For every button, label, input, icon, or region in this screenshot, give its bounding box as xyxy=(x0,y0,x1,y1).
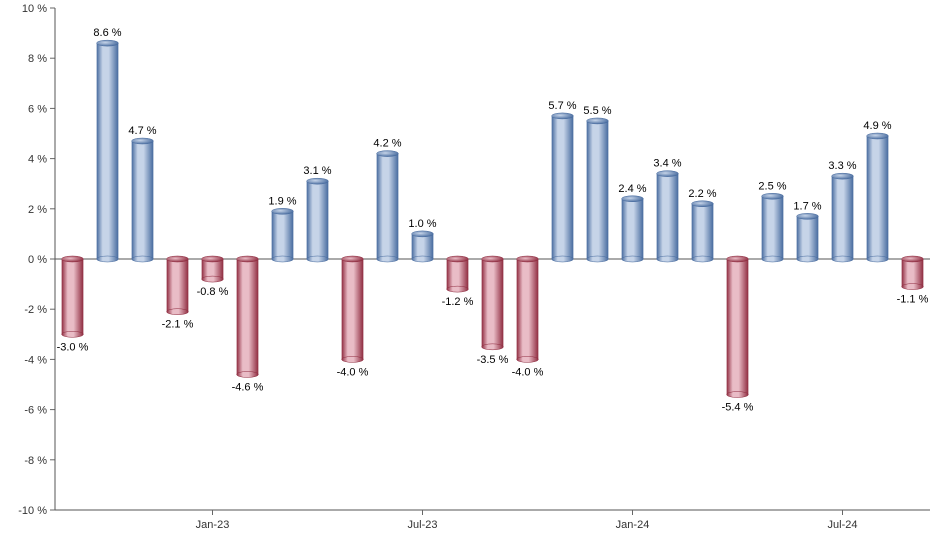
bar-value-label: -3.5 % xyxy=(477,354,509,366)
x-tick-label: Jan-24 xyxy=(616,519,650,531)
bar-value-label: -5.4 % xyxy=(722,402,754,414)
bar xyxy=(307,178,329,262)
y-tick-label: 8 % xyxy=(28,53,47,65)
bar xyxy=(867,133,889,262)
x-tick-label: Jul-23 xyxy=(408,519,438,531)
bar-value-label: 2.2 % xyxy=(688,188,716,200)
bar-value-label: 5.7 % xyxy=(548,100,576,112)
bar xyxy=(902,256,924,290)
bar-value-label: -0.8 % xyxy=(197,286,229,298)
y-tick-label: -10 % xyxy=(18,505,47,517)
bar xyxy=(237,256,259,377)
y-tick-label: 2 % xyxy=(28,204,47,216)
bar-value-label: 4.9 % xyxy=(863,120,891,132)
bar-value-label: 4.7 % xyxy=(128,125,156,137)
bar xyxy=(447,256,469,292)
y-tick-label: 4 % xyxy=(28,154,47,166)
y-tick-label: 0 % xyxy=(28,254,47,266)
bar xyxy=(552,113,574,262)
y-tick-label: -8 % xyxy=(24,455,47,467)
bar xyxy=(62,256,84,337)
bar xyxy=(202,256,224,282)
bar-value-label: 3.4 % xyxy=(653,158,681,170)
bar-value-label: -1.2 % xyxy=(442,296,474,308)
bar xyxy=(97,40,119,262)
bar-value-label: 3.1 % xyxy=(303,165,331,177)
bar-value-label: 3.3 % xyxy=(828,160,856,172)
bar xyxy=(727,256,749,398)
bar xyxy=(517,256,539,362)
bar-value-label: 1.7 % xyxy=(793,200,821,212)
bar xyxy=(692,201,714,262)
bar-value-label: 2.5 % xyxy=(758,180,786,192)
y-tick-label: -2 % xyxy=(24,304,47,316)
bar-value-label: -4.6 % xyxy=(232,381,264,393)
bar-value-label: -4.0 % xyxy=(337,366,369,378)
bar-value-label: -1.1 % xyxy=(897,294,929,306)
bar-value-label: -4.0 % xyxy=(512,366,544,378)
bar xyxy=(377,151,399,262)
bar-value-label: 2.4 % xyxy=(618,183,646,195)
bar xyxy=(132,138,154,262)
bar xyxy=(657,171,679,262)
bar xyxy=(587,118,609,262)
y-tick-label: -6 % xyxy=(24,405,47,417)
bar xyxy=(412,231,434,262)
bar-value-label: -3.0 % xyxy=(57,341,89,353)
bar-chart: -10 % -8 % -6 % -4 % -2 % 0 % 2 % 4 % 6 % 8 % 10 %… xyxy=(0,0,940,550)
y-tick-label: 10 % xyxy=(22,3,47,15)
bar-value-label: 1.9 % xyxy=(268,195,296,207)
bar xyxy=(482,256,504,350)
bar-value-label: 8.6 % xyxy=(93,27,121,39)
bar xyxy=(832,173,854,262)
bar-value-label: 5.5 % xyxy=(583,105,611,117)
x-tick-label: Jan-23 xyxy=(196,519,230,531)
bar xyxy=(622,196,644,262)
bar-value-label: -2.1 % xyxy=(162,319,194,331)
bar xyxy=(762,193,784,262)
y-tick-label: 6 % xyxy=(28,103,47,115)
y-tick-label: -4 % xyxy=(24,354,47,366)
bar-value-label: 4.2 % xyxy=(373,138,401,150)
bar xyxy=(797,213,819,262)
bar xyxy=(272,208,294,262)
bar xyxy=(167,256,189,315)
bar-value-label: 1.0 % xyxy=(408,218,436,230)
bar xyxy=(342,256,364,362)
x-tick-label: Jul-24 xyxy=(828,519,858,531)
